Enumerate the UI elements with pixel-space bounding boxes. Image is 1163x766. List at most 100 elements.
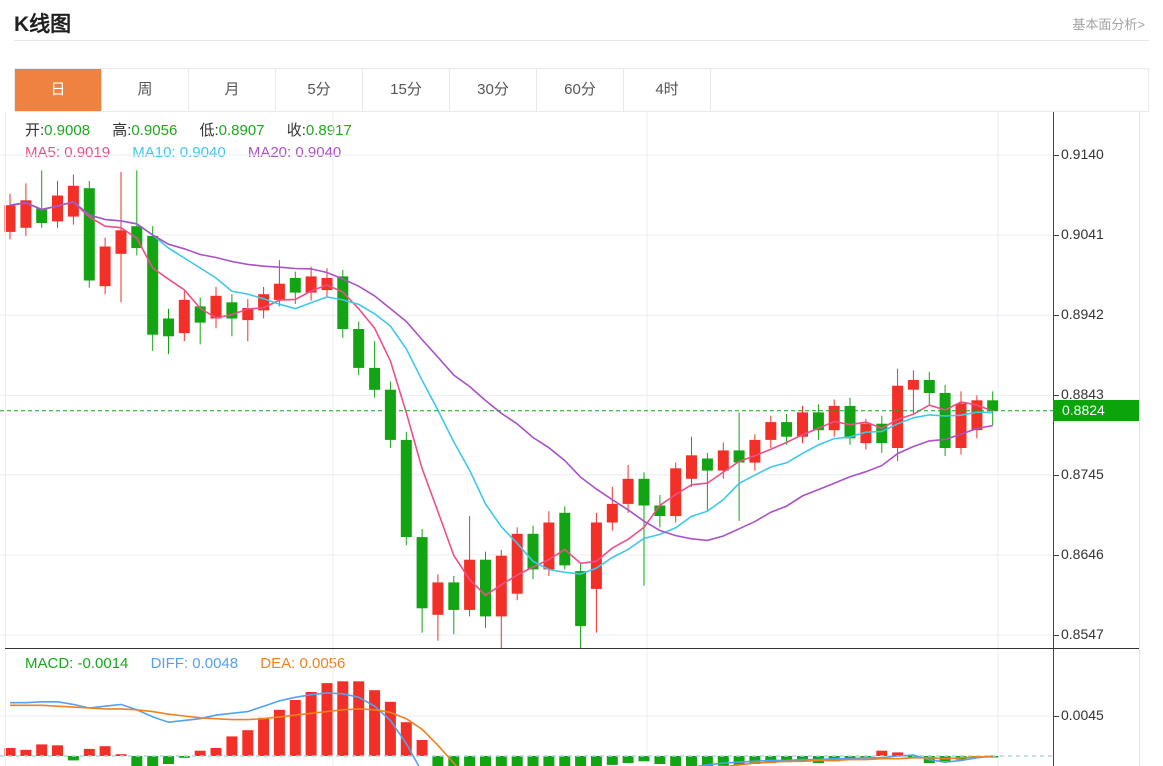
high-label: 高: [112,122,132,139]
axis-tick [1053,235,1059,236]
macd-hist-bar [511,756,523,766]
candle-body [717,450,729,471]
candle-body [52,195,63,222]
axis-tick [1053,635,1059,636]
axis-tick [1053,395,1059,396]
candle-body [749,439,761,463]
diff-label: DIFF: [150,655,189,672]
axis-tick [1053,155,1059,156]
macd-hist-bar [638,756,650,762]
tab-5分[interactable]: 5分 [276,69,363,111]
ma20-label: MA20: [247,144,292,161]
candle-body [638,478,650,506]
candle-body [844,405,856,439]
candle-body [765,422,777,440]
tab-30分[interactable]: 30分 [450,69,537,111]
axis-tick [1053,475,1059,476]
macd-hist-bar [876,750,888,756]
candle-body [559,512,571,566]
macd-hist-bar [654,756,666,764]
macd-hist-bar [4,748,16,756]
candle-body [955,403,967,448]
diff-line [10,692,993,766]
tab-bar: 日周月 5分 15分 30分 60分 4时 [14,68,1149,112]
macd-hist-bar [210,748,222,756]
tab-15分[interactable]: 15分 [363,69,450,111]
candle-body [242,308,254,321]
macd-chart[interactable] [0,648,1053,766]
fundamental-analysis-link[interactable]: 基本面分析> [1072,17,1145,32]
macd-hist-bar [178,756,190,758]
macd-hist-bar [83,748,95,756]
macd-hist-bar [448,756,460,766]
macd-hist-bar [892,752,904,756]
tab-日[interactable]: 日 [15,69,102,111]
chart-right-border [1139,112,1140,766]
macd-hist-bar [321,683,333,756]
macd-hist-bar [622,756,634,764]
macd-hist-bar [686,756,697,766]
macd-hist-bar [67,756,79,761]
macd-axis-label: 0.0045 [1061,707,1104,723]
macd-hist-bar [844,756,856,760]
macd-hist-bar [543,756,555,766]
macd-hist-bar [226,736,238,756]
candle-body [384,389,396,440]
macd-hist-bar [194,750,206,756]
candle-body [289,278,301,293]
macd-hist-bar [273,709,285,756]
candle-body [511,533,523,594]
candle-body [210,295,222,319]
macd-hist-bar [99,746,111,756]
tab-60分[interactable]: 60分 [537,69,624,111]
macd-hist-bar [765,756,777,764]
macd-hist-bar [907,756,919,758]
candle-body [305,276,317,293]
page-title: K线图 [14,13,72,36]
macd-hist-bar [606,756,618,765]
macd-hist-bar [163,756,174,764]
candle-body [686,455,697,479]
macd-hist-bar [781,756,793,763]
candle-body [907,380,919,390]
candle-body [797,412,808,437]
low-value: 0.8907 [218,122,265,139]
candle-body [939,393,951,448]
candle-body [337,276,349,329]
ma10-line [9,201,993,575]
axis-tick [1053,315,1059,316]
candle-body [99,246,111,287]
macd-hist-bar [495,756,507,766]
macd-hist-bar [36,744,48,756]
current-price-tag: 0.8824 [1053,400,1139,421]
candle-body [670,468,682,517]
header-divider [14,40,1149,41]
candle-body [321,278,333,291]
tab-4时[interactable]: 4时 [624,69,711,111]
candle-body [606,503,618,523]
macd-legend: MACD: -0.0014 DIFF: 0.0048 DEA: 0.0056 [25,655,363,672]
ma5-line [9,201,993,597]
macd-hist-bar [289,700,301,756]
candle-body [226,302,238,319]
ma20-value: 0.9040 [295,144,342,161]
macd-hist-bar [416,740,428,756]
candle-body [131,226,143,249]
tab-月[interactable]: 月 [189,69,276,111]
macd-value: -0.0014 [77,655,129,672]
candle-body [923,380,935,393]
price-axis-label: 0.8942 [1061,306,1104,322]
dea-value: 0.0056 [299,655,346,672]
candle-body [400,439,412,537]
candle-body [543,522,555,570]
candle-body [448,582,460,610]
candle-body [194,306,206,323]
macd-hist-bar [527,756,539,766]
macd-hist-bar [337,681,349,756]
candlestick-chart[interactable] [0,112,1053,648]
price-axis-label: 0.9041 [1061,226,1104,242]
candle-body [590,522,602,589]
candle-body [812,412,824,431]
candle-body [4,205,16,232]
tab-周[interactable]: 周 [102,69,189,111]
